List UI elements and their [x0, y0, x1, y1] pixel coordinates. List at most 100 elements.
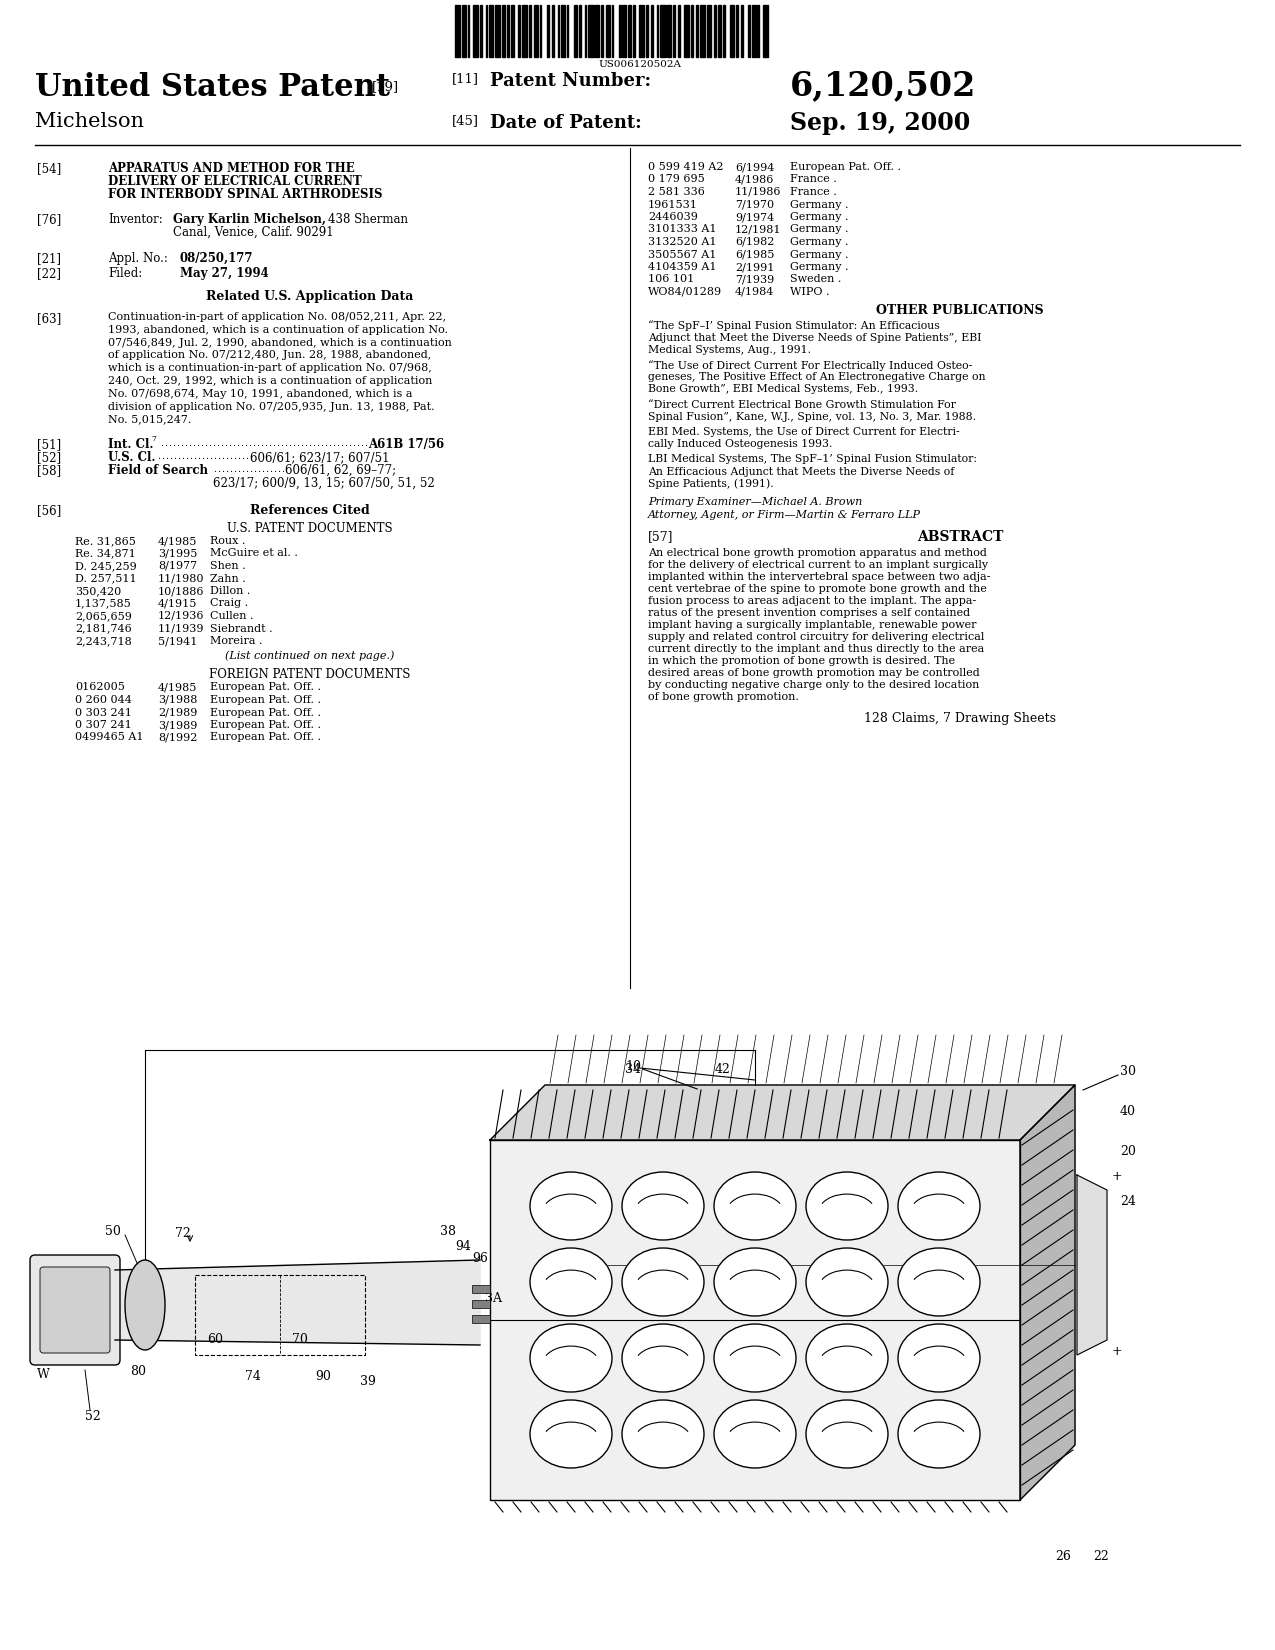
Ellipse shape: [714, 1323, 796, 1393]
Text: .: .: [269, 465, 272, 474]
Text: .: .: [356, 439, 360, 449]
Text: No. 07/698,674, May 10, 1991, abandoned, which is a: No. 07/698,674, May 10, 1991, abandoned,…: [108, 389, 413, 399]
Text: .: .: [224, 452, 228, 460]
Ellipse shape: [714, 1172, 796, 1241]
Text: Gary Karlin Michelson,: Gary Karlin Michelson,: [173, 213, 326, 226]
Text: 8/1977: 8/1977: [158, 561, 198, 571]
Bar: [585, 5, 586, 58]
Text: [58]: [58]: [37, 464, 61, 477]
Text: Germany .: Germany .: [790, 200, 848, 210]
Text: 9/1974: 9/1974: [734, 211, 774, 223]
Text: Appl. No.:: Appl. No.:: [108, 252, 168, 266]
Text: Canal, Venice, Calif. 90291: Canal, Venice, Calif. 90291: [173, 226, 334, 239]
Text: 0 260 044: 0 260 044: [75, 695, 131, 705]
Bar: [552, 5, 555, 58]
Text: of bone growth promotion.: of bone growth promotion.: [648, 691, 799, 703]
Text: Attorney, Agent, or Firm—Martin & Ferraro LLP: Attorney, Agent, or Firm—Martin & Ferrar…: [648, 510, 921, 520]
Text: ABSTRACT: ABSTRACT: [917, 530, 1003, 544]
Text: Re. 34,871: Re. 34,871: [75, 548, 135, 558]
Text: 08/250,177: 08/250,177: [180, 252, 254, 266]
Text: 26: 26: [1054, 1549, 1071, 1563]
Ellipse shape: [898, 1172, 980, 1241]
Text: .: .: [260, 439, 263, 449]
Text: .: .: [181, 452, 184, 460]
Text: .: .: [204, 439, 207, 449]
Text: Spine Patients, (1991).: Spine Patients, (1991).: [648, 478, 774, 490]
Bar: [634, 5, 635, 58]
Text: .: .: [363, 439, 367, 449]
Bar: [646, 5, 648, 58]
Text: .: .: [217, 452, 221, 460]
Text: 6,120,502: 6,120,502: [790, 69, 977, 102]
Bar: [752, 5, 756, 58]
Text: .: .: [273, 465, 277, 474]
Text: .: .: [200, 439, 203, 449]
Text: D. 257,511: D. 257,511: [75, 574, 136, 584]
Text: .: .: [268, 439, 272, 449]
Bar: [736, 5, 738, 58]
Ellipse shape: [898, 1323, 980, 1393]
Bar: [473, 5, 478, 58]
Text: [54]: [54]: [37, 162, 61, 175]
Text: .: .: [164, 452, 168, 460]
Bar: [657, 5, 658, 58]
Text: .: .: [159, 439, 163, 449]
Ellipse shape: [622, 1323, 704, 1393]
Text: .: .: [337, 439, 339, 449]
Text: Shen .: Shen .: [210, 561, 246, 571]
Text: .: .: [187, 439, 191, 449]
Text: 128 Claims, 7 Drawing Sheets: 128 Claims, 7 Drawing Sheets: [864, 713, 1056, 724]
Text: [76]: [76]: [37, 213, 61, 226]
Text: .: .: [213, 452, 217, 460]
Text: 50: 50: [105, 1224, 121, 1238]
Text: .: .: [240, 439, 244, 449]
Text: .: .: [236, 439, 240, 449]
Text: Germany .: Germany .: [790, 249, 848, 259]
Text: 1961531: 1961531: [648, 200, 697, 210]
Text: 0 303 241: 0 303 241: [75, 708, 131, 718]
Text: D. 245,259: D. 245,259: [75, 561, 136, 571]
Text: .: .: [189, 452, 193, 460]
Text: France .: France .: [790, 186, 836, 196]
Text: .: .: [215, 439, 219, 449]
Text: U.S. PATENT DOCUMENTS: U.S. PATENT DOCUMENTS: [227, 521, 393, 535]
Text: 4/1985: 4/1985: [158, 536, 198, 546]
Text: Filed:: Filed:: [108, 267, 143, 280]
Text: “The SpF–I’ Spinal Fusion Stimulator: An Efficacious: “The SpF–I’ Spinal Fusion Stimulator: An…: [648, 320, 940, 332]
Bar: [486, 5, 487, 58]
Text: 606/61, 62, 69–77;: 606/61, 62, 69–77;: [286, 464, 397, 477]
Text: U.S. Cl.: U.S. Cl.: [108, 450, 156, 464]
Text: .: .: [196, 439, 199, 449]
Text: [63]: [63]: [37, 312, 61, 325]
Text: APPARATUS AND METHOD FOR THE: APPARATUS AND METHOD FOR THE: [108, 162, 354, 175]
Text: 20: 20: [1119, 1145, 1136, 1158]
Text: Dillon .: Dillon .: [210, 586, 250, 596]
Text: ratus of the present invention comprises a self contained: ratus of the present invention comprises…: [648, 609, 970, 619]
Bar: [757, 5, 759, 58]
Text: 72: 72: [175, 1228, 191, 1241]
Bar: [595, 5, 599, 58]
Text: No. 5,015,247.: No. 5,015,247.: [108, 414, 191, 424]
Ellipse shape: [806, 1172, 887, 1241]
Text: .: .: [161, 452, 164, 460]
Bar: [718, 5, 722, 58]
Text: 3132520 A1: 3132520 A1: [648, 238, 717, 248]
Bar: [748, 5, 750, 58]
Text: .: .: [324, 439, 328, 449]
Text: .: .: [232, 439, 235, 449]
Text: 12/1981: 12/1981: [734, 224, 782, 234]
Text: [11]: [11]: [453, 73, 479, 86]
Text: 2,181,746: 2,181,746: [75, 624, 131, 634]
Text: 36: 36: [745, 1350, 761, 1363]
Text: Sweden .: Sweden .: [790, 274, 842, 284]
Bar: [667, 5, 671, 58]
Text: [56]: [56]: [37, 503, 61, 516]
Bar: [678, 5, 680, 58]
Bar: [714, 5, 717, 58]
Text: European Pat. Off. .: European Pat. Off. .: [210, 719, 321, 729]
Bar: [579, 5, 581, 58]
Bar: [511, 5, 514, 58]
Text: Continuation-in-part of application No. 08/052,211, Apr. 22,: Continuation-in-part of application No. …: [108, 312, 446, 322]
Text: Craig .: Craig .: [210, 599, 249, 609]
Text: 6/1994: 6/1994: [734, 162, 774, 172]
